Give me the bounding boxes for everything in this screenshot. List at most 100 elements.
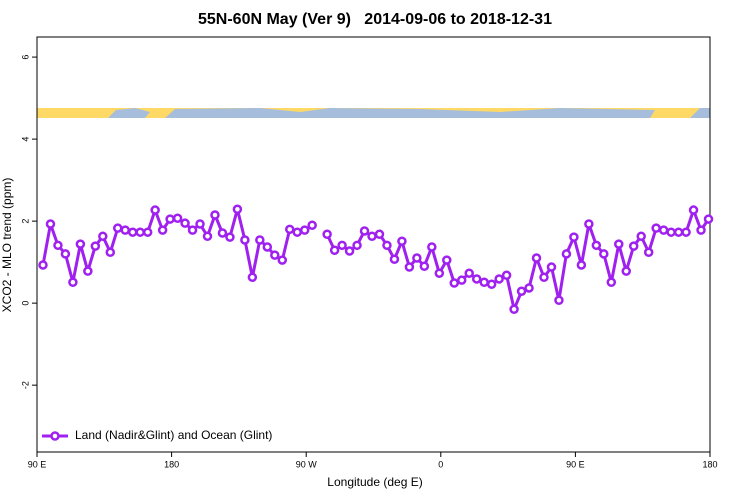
y-tick-label: 6 — [20, 55, 30, 60]
data-point — [397, 236, 407, 246]
data-point — [68, 277, 78, 287]
data-point — [120, 225, 130, 235]
plot-frame — [36, 36, 711, 453]
legend-marker — [50, 431, 60, 441]
data-point — [75, 239, 86, 249]
data-point — [636, 231, 646, 242]
data-point — [419, 261, 430, 271]
data-point — [412, 253, 422, 263]
data-point — [329, 245, 340, 255]
data-point — [83, 266, 93, 276]
data-point — [524, 283, 534, 293]
data-point — [232, 204, 243, 214]
data-point — [165, 214, 175, 224]
data-point — [284, 224, 295, 235]
data-point — [486, 279, 497, 290]
data-point — [628, 241, 639, 251]
data-point — [456, 275, 467, 285]
data-point — [539, 272, 549, 283]
data-point — [449, 278, 460, 288]
data-point — [569, 232, 579, 242]
data-point — [150, 205, 160, 215]
x-axis-label: Longitude (deg E) — [327, 475, 422, 489]
data-point — [501, 270, 512, 281]
data-point — [307, 220, 317, 230]
data-point — [247, 272, 258, 283]
data-point — [427, 242, 437, 252]
data-point — [651, 223, 661, 233]
data-point — [464, 268, 474, 278]
data-point — [584, 219, 594, 229]
data-point — [38, 260, 48, 270]
data-point — [389, 254, 400, 265]
series-line — [41, 207, 710, 311]
data-point — [202, 231, 213, 242]
data-point — [382, 240, 392, 251]
data-point — [471, 274, 482, 284]
y-tick-label: -2 — [20, 381, 30, 389]
data-point — [696, 225, 706, 235]
data-point — [621, 266, 631, 276]
x-tick-label: 180 — [702, 459, 717, 469]
data-point — [666, 227, 676, 237]
data-point — [195, 219, 205, 229]
data-point — [90, 241, 101, 251]
data-point — [658, 225, 669, 235]
data-point — [606, 277, 617, 287]
data-point — [367, 231, 377, 242]
x-tick-label: 90 W — [296, 459, 318, 469]
data-point — [337, 240, 347, 251]
data-point — [157, 225, 168, 235]
data-point — [217, 228, 228, 238]
data-point — [352, 240, 362, 251]
data-point — [299, 225, 310, 235]
data-point — [479, 277, 489, 287]
data-point — [531, 253, 542, 263]
data-point — [113, 223, 123, 233]
data-point — [53, 240, 63, 251]
chart-title: 55N-60N May (Ver 9) 2014-09-06 to 2018-1… — [198, 11, 552, 28]
data-point — [262, 242, 273, 252]
data-point — [374, 229, 385, 239]
data-point — [45, 219, 56, 229]
data-point — [135, 227, 145, 237]
y-tick-label: 0 — [20, 301, 30, 306]
data-point — [270, 250, 280, 260]
data-point — [180, 218, 190, 228]
data-point — [561, 249, 572, 259]
map-strip — [37, 108, 710, 118]
y-tick-label: 2 — [20, 219, 30, 224]
data-point — [240, 235, 250, 245]
data-point — [643, 247, 654, 258]
data-point — [277, 255, 288, 265]
data-point — [105, 247, 116, 258]
data-point — [494, 274, 504, 284]
y-axis-label: XCO2 - MLO trend (ppm) — [0, 178, 14, 313]
data-point — [599, 249, 609, 259]
data-point — [681, 227, 691, 237]
x-tick-label: 90 E — [566, 459, 585, 469]
data-point — [673, 227, 684, 237]
data-point — [359, 226, 370, 236]
data-point — [292, 227, 302, 237]
data-point — [344, 246, 355, 256]
data-point — [187, 225, 198, 235]
data-point — [703, 214, 714, 224]
data-point — [546, 262, 557, 272]
x-tick-label: 90 E — [28, 459, 47, 469]
data-point — [434, 268, 445, 278]
data-point — [60, 249, 71, 259]
data-point — [172, 213, 183, 224]
data-point — [255, 235, 265, 245]
data-point — [688, 205, 699, 215]
data-point — [614, 239, 624, 249]
legend-label: Land (Nadir&Glint) and Ocean (Glint) — [75, 428, 272, 442]
data-point — [591, 240, 602, 251]
x-tick-label: 0 — [438, 459, 443, 469]
data-point — [516, 286, 527, 296]
x-tick-label: 180 — [164, 459, 179, 469]
data-point — [142, 227, 153, 237]
data-point — [322, 229, 332, 239]
data-point — [442, 255, 452, 265]
